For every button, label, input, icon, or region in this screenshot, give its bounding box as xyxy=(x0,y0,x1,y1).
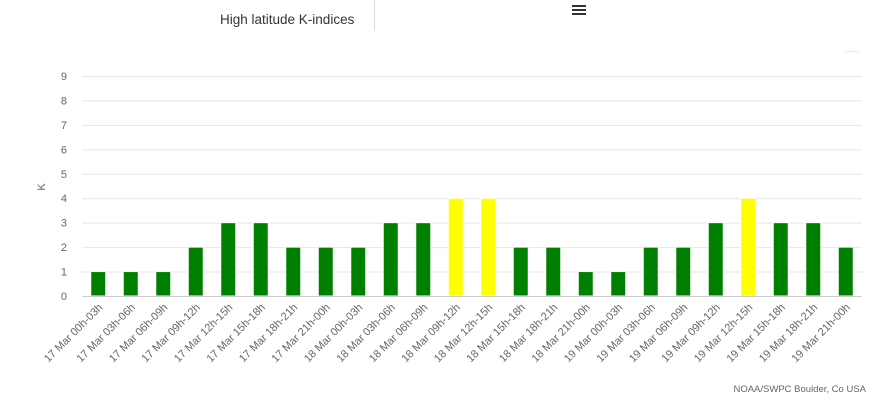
bar[interactable] xyxy=(512,246,529,297)
x-tick-label: 19 Mar 18h-21h xyxy=(757,302,820,365)
bar[interactable] xyxy=(122,271,139,297)
bar[interactable] xyxy=(740,197,757,297)
y-tick-label: 8 xyxy=(61,95,67,107)
bar[interactable] xyxy=(285,246,302,297)
bar[interactable] xyxy=(545,246,562,297)
grid-lines xyxy=(82,76,862,273)
bar[interactable] xyxy=(805,222,822,297)
y-tick-label: 9 xyxy=(61,71,67,83)
bar[interactable] xyxy=(837,246,854,297)
x-tick-label: 19 Mar 00h-03h xyxy=(562,302,625,365)
chart-title-tab: High latitude K-indices xyxy=(200,0,375,31)
hamburger-menu-icon[interactable] xyxy=(570,3,588,17)
x-tick-label: 17 Mar 18h-21h xyxy=(237,302,300,365)
bar[interactable] xyxy=(187,246,204,297)
x-tick-label: 18 Mar 00h-03h xyxy=(302,302,365,365)
x-tick-label: 19 Mar 03h-06h xyxy=(594,302,657,365)
bar[interactable] xyxy=(675,246,692,297)
bar[interactable] xyxy=(447,197,464,297)
x-tick-label: 17 Mar 00h-03h xyxy=(42,302,105,365)
x-tick-label: 17 Mar 09h-12h xyxy=(139,302,202,365)
chart-title: High latitude K-indices xyxy=(220,12,355,27)
bar[interactable] xyxy=(90,271,107,297)
bar[interactable] xyxy=(220,222,237,297)
x-tick-label: 19 Mar 06h-09h xyxy=(627,302,690,365)
y-tick-label: 2 xyxy=(61,242,67,254)
bar[interactable] xyxy=(415,222,432,297)
x-tick-label: 18 Mar 09h-12h xyxy=(399,302,462,365)
y-tick-label: 3 xyxy=(61,218,67,230)
bar[interactable] xyxy=(642,246,659,297)
bar[interactable] xyxy=(707,222,724,297)
x-tick-label: 18 Mar 15h-18h xyxy=(464,302,527,365)
y-tick-label: 0 xyxy=(61,291,67,303)
y-axis-ticks: 0 1 2 3 4 5 6 7 8 9 xyxy=(61,71,67,303)
x-tick-label: 17 Mar 12h-15h xyxy=(172,302,235,365)
bar[interactable] xyxy=(480,197,497,297)
x-tick-label: 19 Mar 09h-12h xyxy=(659,302,722,365)
bar[interactable] xyxy=(155,271,172,297)
y-tick-label: 6 xyxy=(61,144,67,156)
x-tick-label: 17 Mar 03h-06h xyxy=(74,302,137,365)
x-tick-label: 19 Mar 15h-18h xyxy=(724,302,787,365)
x-tick-label: 19 Mar 12h-15h xyxy=(692,302,755,365)
bar[interactable] xyxy=(610,271,627,297)
y-tick-label: 7 xyxy=(61,120,67,132)
x-tick-label: 18 Mar 06h-09h xyxy=(367,302,430,365)
x-tick-label: 18 Mar 12h-15h xyxy=(432,302,495,365)
y-tick-label: 1 xyxy=(61,267,67,279)
y-tick-label: 4 xyxy=(61,193,67,205)
x-tick-label: 18 Mar 03h-06h xyxy=(334,302,397,365)
corner-divider xyxy=(845,51,859,52)
bar[interactable] xyxy=(317,246,334,297)
x-tick-label: 19 Mar 21h-00h xyxy=(789,302,852,365)
bar[interactable] xyxy=(252,222,269,297)
x-tick-label: 17 Mar 21h-00h xyxy=(269,302,332,365)
y-axis-label: K xyxy=(36,183,48,191)
credit-text: NOAA/SWPC Boulder, Co USA xyxy=(733,384,866,395)
x-tick-label: 17 Mar 15h-18h xyxy=(204,302,267,365)
bar-series xyxy=(90,197,854,297)
bar[interactable] xyxy=(772,222,789,297)
y-tick-label: 5 xyxy=(61,169,67,181)
bar[interactable] xyxy=(382,222,399,297)
bar[interactable] xyxy=(577,271,594,297)
x-tick-label: 18 Mar 18h-21h xyxy=(497,302,560,365)
bar[interactable] xyxy=(350,246,367,297)
x-tick-label: 18 Mar 21h-00h xyxy=(529,302,592,365)
x-tick-label: 17 Mar 06h-09h xyxy=(107,302,170,365)
